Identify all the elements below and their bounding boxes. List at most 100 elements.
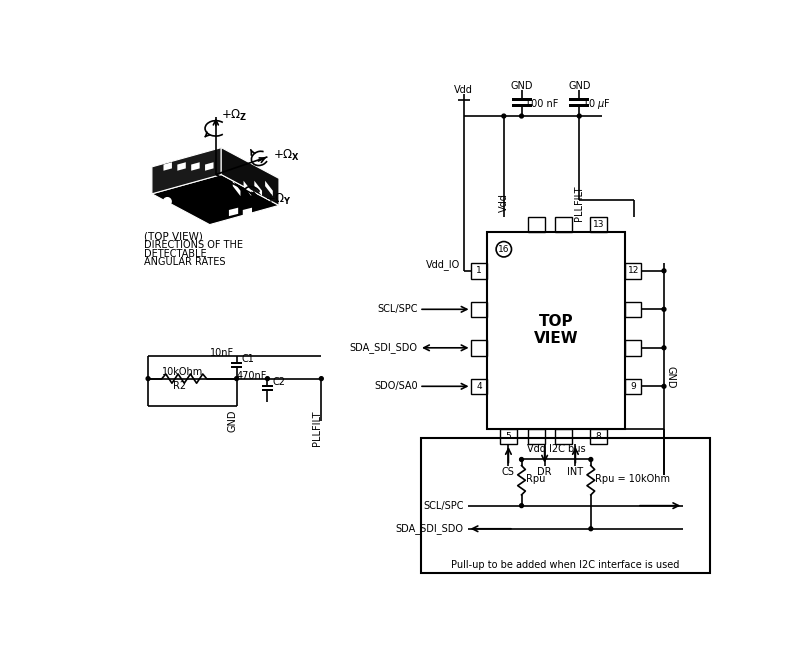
Bar [626, 302, 641, 317]
Bar [511, 103, 531, 107]
Bar [471, 302, 487, 317]
Bar [500, 428, 517, 444]
Text: 1: 1 [476, 266, 482, 275]
Circle shape [265, 377, 269, 380]
Text: Rpu = 10kOhm: Rpu = 10kOhm [595, 474, 670, 484]
Text: GND: GND [228, 410, 238, 432]
Circle shape [589, 457, 593, 461]
Circle shape [662, 307, 666, 311]
Text: TOP: TOP [539, 314, 574, 329]
Bar [555, 428, 572, 444]
Bar [626, 379, 641, 394]
Circle shape [519, 457, 523, 461]
Text: Vdd_IO: Vdd_IO [426, 259, 460, 270]
Text: 10nF: 10nF [209, 348, 234, 358]
Polygon shape [254, 181, 262, 196]
Text: Vdd I2C bus: Vdd I2C bus [527, 444, 586, 455]
Bar [569, 103, 590, 107]
Text: $+\Omega_\mathbf{Z}$: $+\Omega_\mathbf{Z}$ [221, 107, 248, 123]
Text: Pull-up to be added when I2C interface is used: Pull-up to be added when I2C interface i… [451, 560, 680, 570]
Bar [487, 233, 626, 428]
Text: SCL/SPC: SCL/SPC [377, 304, 418, 314]
Text: GND: GND [665, 366, 675, 388]
Text: DIRECTIONS OF THE: DIRECTIONS OF THE [145, 241, 243, 250]
Text: Vdd: Vdd [499, 194, 509, 212]
Circle shape [146, 377, 150, 380]
Bar [590, 217, 607, 233]
Text: SDO/SA0: SDO/SA0 [374, 382, 418, 391]
Text: 9: 9 [630, 382, 636, 391]
Circle shape [164, 198, 171, 206]
Text: VIEW: VIEW [534, 331, 578, 346]
Polygon shape [244, 181, 251, 196]
Polygon shape [152, 175, 279, 225]
Circle shape [589, 527, 593, 530]
Text: 16: 16 [498, 244, 510, 254]
Text: 10kOhm: 10kOhm [162, 366, 203, 377]
Circle shape [578, 114, 581, 118]
Circle shape [519, 503, 523, 507]
Text: ANGULAR RATES: ANGULAR RATES [145, 258, 226, 268]
Bar [262, 385, 272, 387]
Text: (TOP VIEW): (TOP VIEW) [145, 231, 203, 241]
Circle shape [662, 269, 666, 273]
Text: 5: 5 [506, 432, 511, 441]
Polygon shape [205, 162, 213, 171]
Circle shape [320, 377, 324, 380]
Bar [262, 389, 272, 391]
Text: Rpu: Rpu [527, 474, 546, 484]
Text: 100 nF: 100 nF [525, 99, 558, 109]
Text: $+\Omega_\mathbf{X}$: $+\Omega_\mathbf{X}$ [272, 148, 300, 163]
Bar [231, 362, 242, 364]
Bar [569, 98, 590, 101]
Text: 13: 13 [593, 220, 604, 229]
Text: 470nF: 470nF [237, 371, 267, 382]
Text: R2: R2 [173, 382, 186, 391]
Bar [231, 366, 242, 368]
Text: $+\Omega_\mathbf{Y}$: $+\Omega_\mathbf{Y}$ [265, 192, 292, 207]
Text: SDA_SDI_SDO: SDA_SDI_SDO [396, 523, 463, 534]
Polygon shape [233, 181, 240, 196]
Polygon shape [229, 208, 238, 216]
Text: GND: GND [511, 81, 533, 91]
Bar [511, 98, 531, 101]
Polygon shape [265, 181, 272, 196]
Bar [471, 379, 487, 394]
Text: PLLFILT: PLLFILT [574, 185, 584, 221]
Polygon shape [152, 148, 221, 194]
Text: Vdd: Vdd [455, 85, 473, 95]
Bar [626, 340, 641, 355]
Text: DETECTABLE: DETECTABLE [145, 249, 207, 259]
Text: C2: C2 [272, 378, 285, 387]
Bar [626, 263, 641, 279]
Polygon shape [221, 148, 279, 206]
Text: 12: 12 [627, 266, 639, 275]
Text: INT: INT [567, 467, 583, 476]
Bar [421, 438, 710, 573]
Circle shape [235, 377, 239, 380]
Circle shape [662, 384, 666, 388]
Circle shape [662, 346, 666, 350]
Text: SDA_SDI_SDO: SDA_SDI_SDO [350, 343, 418, 353]
Circle shape [502, 114, 506, 118]
Text: SCL/SPC: SCL/SPC [423, 501, 463, 511]
Bar [555, 217, 572, 233]
Text: GND: GND [568, 81, 590, 91]
Bar [471, 263, 487, 279]
Polygon shape [164, 162, 172, 171]
Bar [528, 217, 546, 233]
Text: PLLFILT: PLLFILT [312, 411, 323, 446]
Text: 4: 4 [476, 382, 482, 391]
Polygon shape [243, 208, 252, 216]
Text: C1: C1 [241, 354, 254, 364]
Circle shape [519, 114, 523, 118]
Polygon shape [177, 162, 186, 171]
Text: 8: 8 [595, 432, 602, 441]
Text: DR: DR [538, 467, 552, 476]
Bar [528, 428, 546, 444]
Text: CS: CS [502, 467, 515, 476]
Text: 10 $\mu$F: 10 $\mu$F [582, 97, 611, 111]
Bar [590, 428, 607, 444]
Bar [471, 340, 487, 355]
Polygon shape [191, 162, 200, 171]
